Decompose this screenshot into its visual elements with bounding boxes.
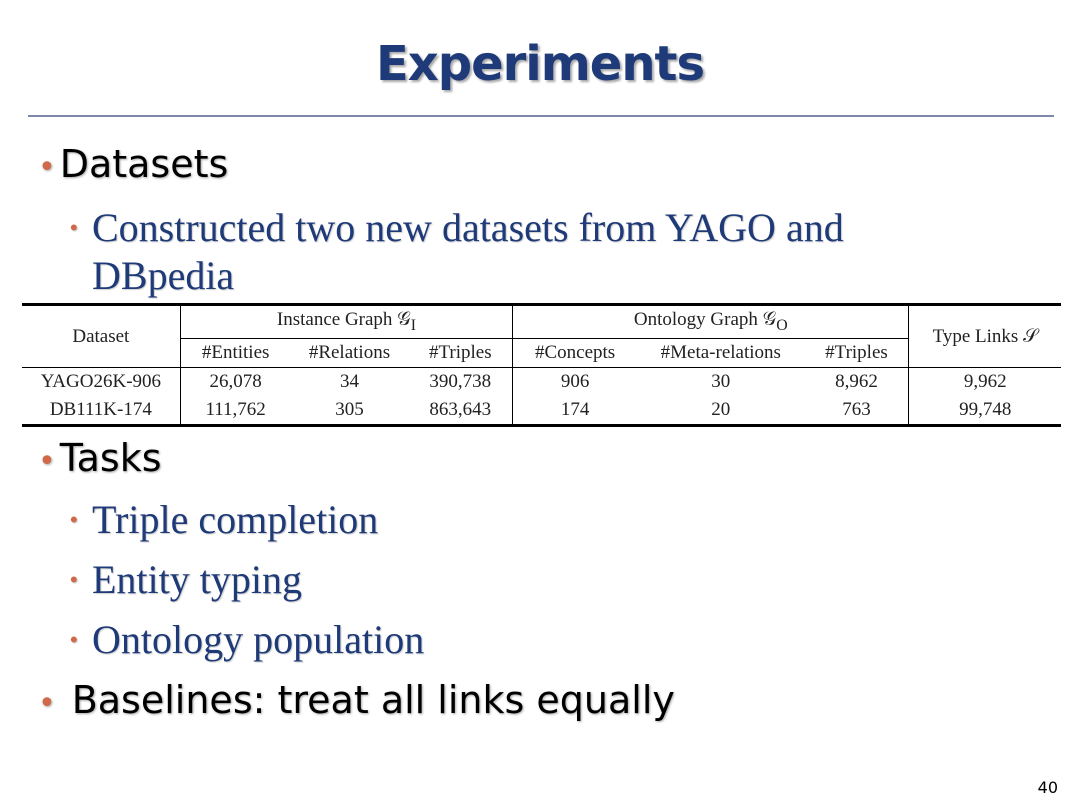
task-item-label: Entity typing <box>92 557 302 602</box>
cell-relations: 34 <box>290 367 409 396</box>
header-ontology-graph: Ontology Graph 𝒢O <box>512 304 910 339</box>
header-dataset: Dataset <box>22 304 181 368</box>
col-meta-relations: #Meta-relations <box>660 342 781 363</box>
table-header-row: Dataset Instance Graph 𝒢I Ontology Graph… <box>22 304 1061 368</box>
cell-triples-instance: 390,738 <box>408 367 514 396</box>
task-item-label: Ontology population <box>92 617 425 662</box>
tasks-label: Tasks <box>59 436 162 480</box>
task-item-entity-typing: • Entity typing <box>70 556 302 604</box>
col-entities: #Entities <box>201 342 270 363</box>
cell-concepts: 906 <box>512 367 637 396</box>
datasets-label: Datasets <box>59 142 229 186</box>
baselines-label: Baselines: treat all links equally <box>71 678 675 722</box>
header-instance-graph-subscript: I <box>410 316 416 334</box>
datasets-description-line1: Constructed two new datasets from YAGO a… <box>92 205 844 250</box>
col-relations: #Relations <box>308 342 391 363</box>
cell-dataset: YAGO26K-906 <box>22 367 181 396</box>
cell-triples-ontology: 763 <box>804 396 910 426</box>
col-triples-ontology: #Triples <box>804 338 910 368</box>
baselines-heading: • Baselines: treat all links equally <box>38 678 675 722</box>
header-instance-graph-label: Instance Graph 𝒢 <box>276 309 411 331</box>
sub-bullet-dot: • <box>70 627 78 652</box>
table-row: DB111K-174 111,762 305 863,643 174 20 76… <box>22 396 1061 426</box>
header-type-links: Type Links 𝒮 <box>932 325 1038 347</box>
header-instance-graph: Instance Graph 𝒢I <box>180 304 514 339</box>
task-item-triple-completion: • Triple completion <box>70 496 379 544</box>
sub-bullet-dot: • <box>70 567 78 592</box>
table-subheader-row: #Entities #Relations #Triples #Concepts … <box>22 338 1061 368</box>
dataset-statistics-table: Dataset Instance Graph 𝒢I Ontology Graph… <box>22 303 1061 427</box>
cell-entities: 111,762 <box>205 399 266 420</box>
table-row: YAGO26K-906 26,078 34 390,738 906 30 8,9… <box>22 367 1061 396</box>
cell-dataset: DB111K-174 <box>22 396 181 426</box>
sub-bullet-dot: • <box>70 215 78 240</box>
page-number: 40 <box>1037 778 1058 797</box>
cell-triples-ontology: 8,962 <box>804 367 910 396</box>
header-ontology-graph-subscript: O <box>776 316 788 334</box>
cell-triples-instance: 863,643 <box>408 396 514 426</box>
bullet-dot: • <box>38 150 56 185</box>
datasets-description-line2: DBpedia <box>92 253 235 298</box>
tasks-heading: • Tasks <box>38 436 162 480</box>
task-item-ontology-population: • Ontology population <box>70 616 425 664</box>
cell-type-links: 9,962 <box>908 367 1061 396</box>
datasets-heading: • Datasets <box>38 142 228 186</box>
cell-meta-relations: 30 <box>637 367 805 396</box>
cell-entities: 26,078 <box>180 367 291 396</box>
task-item-label: Triple completion <box>92 497 379 542</box>
slide-title: Experiments <box>375 36 705 92</box>
datasets-description: • Constructed two new datasets from YAGO… <box>70 204 844 300</box>
bullet-dot: • <box>38 444 56 479</box>
col-triples-instance: #Triples <box>408 338 514 368</box>
title-divider <box>28 115 1054 117</box>
sub-bullet-dot: • <box>70 507 78 532</box>
header-ontology-graph-label: Ontology Graph 𝒢 <box>633 309 777 331</box>
cell-concepts: 174 <box>560 399 590 420</box>
bullet-dot: • <box>38 686 56 721</box>
col-concepts: #Concepts <box>534 342 616 363</box>
cell-meta-relations: 20 <box>711 399 731 420</box>
cell-relations: 305 <box>335 399 364 420</box>
cell-type-links: 99,748 <box>959 399 1012 420</box>
